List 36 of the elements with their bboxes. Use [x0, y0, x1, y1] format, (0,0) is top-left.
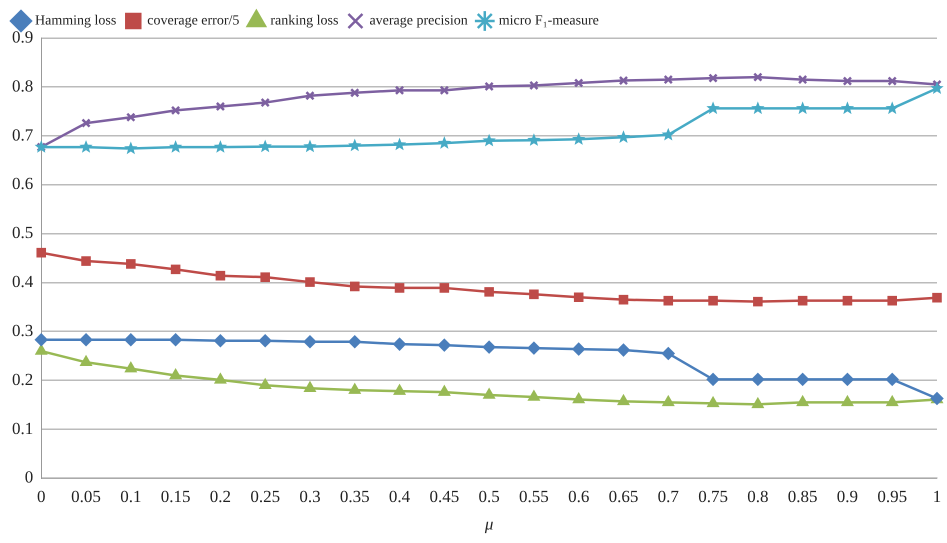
x-tick-label: 0.9 [836, 486, 858, 506]
x-tick-label: 0.55 [519, 486, 549, 506]
x-tick-label: 0.15 [160, 486, 190, 506]
x-tick-label: 1 [932, 486, 942, 506]
x-tick-label: 0.35 [340, 486, 370, 506]
x-tick-label: 0.45 [429, 486, 460, 506]
x-tick-label: 0.05 [71, 486, 101, 506]
x-tick-label: 0.5 [478, 486, 500, 506]
x-tick-label: 0.85 [788, 486, 818, 506]
y-tick-label: 0 [24, 468, 34, 487]
y-tick-label: 0.1 [12, 418, 34, 438]
y-tick-label: 0.9 [12, 27, 34, 46]
x-tick-label: 0.75 [698, 486, 728, 506]
x-tick-label: 0.3 [299, 486, 321, 506]
y-tick-label: 0.2 [12, 370, 34, 389]
x-tick-label: 0.95 [877, 486, 908, 506]
legend-label: coverage error/5 [147, 14, 240, 29]
x-tick-label: 0.65 [608, 486, 638, 506]
legend-label: Hamming loss [35, 14, 116, 29]
y-tick-label: 0.4 [12, 272, 34, 292]
y-tick-label: 0.8 [12, 76, 34, 96]
y-tick-label: 0.5 [12, 223, 34, 242]
legend-label: average precision [369, 14, 468, 29]
x-tick-label: 0.1 [120, 486, 142, 506]
x-axis-title: μ [484, 514, 494, 534]
x-tick-label: 0.4 [388, 486, 411, 506]
x-tick-label: 0.25 [250, 486, 280, 506]
y-tick-label: 0.3 [12, 320, 34, 340]
y-tick-label: 0.7 [12, 125, 34, 144]
legend-label: ranking loss [270, 14, 338, 29]
x-tick-label: 0.6 [568, 486, 590, 506]
y-tick-label: 0.6 [12, 174, 34, 194]
x-tick-label: 0.2 [210, 486, 232, 506]
x-tick-label: 0.8 [747, 486, 768, 506]
legend-label: micro F₁-measure [498, 14, 599, 29]
x-tick-label: 0.7 [658, 486, 680, 506]
